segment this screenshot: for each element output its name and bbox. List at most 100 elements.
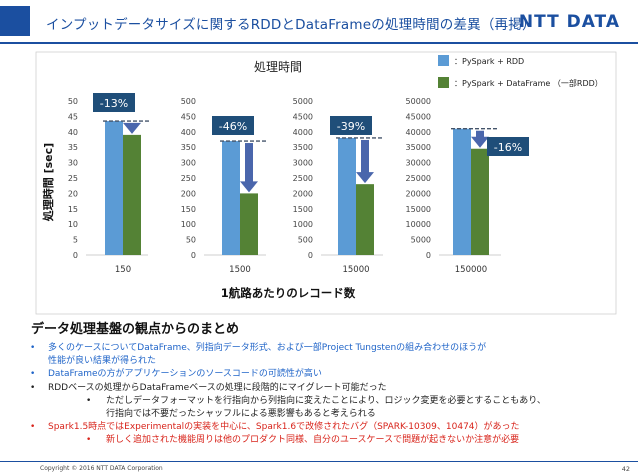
legend-entry: ：PySpark + RDD (454, 57, 524, 66)
summary-bullet-text: 性能が良い結果が得られた (48, 356, 157, 367)
y-tick-label: 3500 (293, 143, 313, 152)
y-tick-label: 10 (68, 220, 78, 229)
y-tick-label: 0 (426, 251, 431, 260)
summary-bullet-list: • 多くのケースについてDataFrame、列指向データ形式、および一部Proje… (26, 342, 616, 448)
y-tick-label: 300 (181, 159, 196, 168)
y-tick-label: 35000 (406, 143, 431, 152)
diff-label-box (487, 137, 529, 156)
summary-bullet-text: 新しく追加された機能周りは他のプロダクト同様、自分のユースケースで問題が起きない… (106, 435, 520, 446)
y-tick-label: 1000 (293, 220, 313, 229)
bar-rdd (222, 141, 240, 255)
decrease-arrow-head (471, 136, 489, 148)
y-tick-label: 150 (181, 205, 196, 214)
x-category-label: 150000 (455, 265, 487, 275)
header-accent-bar (0, 6, 30, 36)
page-number: 42 (621, 465, 630, 473)
summary-bullet-text: RDDベースの処理からDataFrameベースの処理に段階的にマイグレート可能だ… (48, 382, 387, 393)
diff-label-box (93, 93, 135, 112)
y-tick-label: 400 (181, 128, 196, 137)
y-tick-label: 200 (181, 189, 196, 198)
bar-dataframe (471, 148, 489, 255)
bullet-dot-icon: • (86, 395, 92, 406)
bar-dataframe (123, 134, 141, 255)
legend-swatch (438, 55, 449, 66)
y-tick-label: 500 (298, 236, 313, 245)
diff-label: -39% (337, 120, 365, 133)
bullet-dot-icon: • (30, 369, 36, 380)
diff-label: -46% (219, 120, 247, 133)
decrease-arrow-shaft (476, 130, 484, 139)
bar-dataframe (356, 184, 374, 255)
summary-bullet-text: 多くのケースについてDataFrame、列指向データ形式、および一部Projec… (48, 343, 487, 353)
summary-bullet-text: ただしデータフォーマットを行指向から列指向に変えたことにより、ロジック変更を必要… (106, 395, 546, 406)
x-category-label: 1500 (229, 265, 251, 275)
decrease-arrow-shaft (245, 143, 253, 184)
y-tick-label: 40000 (406, 128, 431, 137)
summary-bullet-line: • RDDベースの処理からDataFrameベースの処理に段階的にマイグレート可能… (26, 382, 616, 395)
chart-title: 処理時間 (254, 60, 302, 74)
summary-bullet-line: • Spark1.5時点ではExperimentalの実装を中心に、Spark1.… (26, 421, 616, 434)
bar-rdd (453, 128, 471, 255)
slide-title: インプットデータサイズに関するRDDとDataFrameの処理時間の差異（再掲） (46, 17, 536, 33)
decrease-arrow-head (356, 172, 374, 184)
y-tick-label: 30000 (406, 159, 431, 168)
y-tick-label: 20 (68, 189, 78, 198)
bar-rdd (105, 121, 123, 256)
y-tick-label: 5000 (411, 236, 431, 245)
y-tick-label: 15000 (406, 205, 431, 214)
bar-dataframe (240, 193, 258, 255)
diff-label: -16% (494, 141, 522, 154)
summary-bullet-line: 性能が良い結果が得られた (26, 355, 616, 368)
y-tick-label: 2500 (293, 174, 313, 183)
summary-bullet-line: • DataFrameの方がアプリケーションのソースコードの可読性が高い (26, 368, 616, 381)
x-category-label: 15000 (342, 265, 369, 275)
y-tick-label: 40 (68, 128, 78, 137)
y-tick-label: 45 (68, 112, 78, 121)
y-tick-label: 25000 (406, 174, 431, 183)
y-tick-label: 2000 (293, 189, 313, 198)
y-tick-label: 50000 (406, 97, 431, 106)
bullet-dot-icon: • (30, 422, 36, 433)
bullet-dot-icon: • (30, 382, 36, 393)
y-tick-label: 5 (73, 236, 78, 245)
y-tick-label: 450 (181, 112, 196, 121)
y-tick-label: 350 (181, 143, 196, 152)
summary-bullet-text: 行指向では不要だったシャッフルによる悪影響もあると考えられる (106, 409, 376, 420)
diff-label-box (330, 116, 372, 135)
summary-heading: データ処理基盤の観点からのまとめ (31, 322, 240, 337)
ntt-data-logo: NTT DATA (518, 12, 620, 32)
copyright-text: Copyright © 2016 NTT DATA Corporation (40, 465, 163, 472)
y-tick-label: 1500 (293, 205, 313, 214)
y-tick-label: 30 (68, 159, 78, 168)
y-tick-label: 25 (68, 174, 78, 183)
summary-bullet-line: • ただしデータフォーマットを行指向から列指向に変えたことにより、ロジック変更を必… (26, 395, 616, 408)
y-tick-label: 0 (73, 251, 78, 260)
bullet-dot-icon: • (30, 343, 36, 353)
y-tick-label: 15 (68, 205, 78, 214)
header: インプットデータサイズに関するRDDとDataFrameの処理時間の差異（再掲）… (0, 0, 638, 44)
y-tick-label: 250 (181, 174, 196, 183)
x-axis-label: 1航路あたりのレコード数 (221, 286, 356, 300)
diff-label: -13% (100, 97, 128, 110)
y-tick-label: 5000 (293, 97, 313, 106)
y-tick-label: 4500 (293, 112, 313, 121)
legend-entry: ：PySpark + DataFrame （一部RDD） (454, 78, 603, 88)
y-tick-label: 0 (191, 251, 196, 260)
decrease-arrow-shaft (361, 139, 369, 175)
summary-bullet-line: • 新しく追加された機能周りは他のプロダクト同様、自分のユースケースで問題が起きな… (26, 434, 616, 447)
y-tick-label: 50 (186, 236, 196, 245)
y-tick-label: 100 (181, 220, 196, 229)
y-tick-label: 4000 (293, 128, 313, 137)
y-tick-label: 20000 (406, 189, 431, 198)
summary-bullet-line: • 多くのケースについてDataFrame、列指向データ形式、および一部Proje… (26, 342, 616, 355)
summary-bullet-text: DataFrameの方がアプリケーションのソースコードの可読性が高い (48, 369, 322, 380)
y-tick-label: 500 (181, 97, 196, 106)
summary-bullet-line: 行指向では不要だったシャッフルによる悪影響もあると考えられる (26, 408, 616, 421)
decrease-arrow-head (240, 181, 258, 193)
y-tick-label: 50 (68, 97, 78, 106)
footer-divider (0, 461, 638, 462)
bar-rdd (338, 137, 356, 255)
y-tick-label: 35 (68, 143, 78, 152)
y-tick-label: 0 (308, 251, 313, 260)
